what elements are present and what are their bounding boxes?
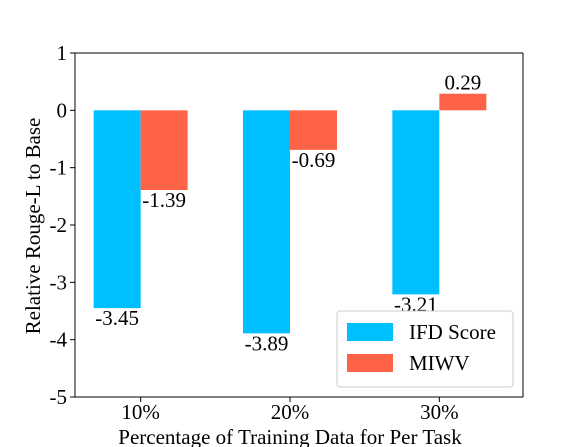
y-tick-label: -2 (50, 213, 68, 237)
data-label: -1.39 (142, 188, 186, 212)
y-tick-label: 1 (57, 41, 68, 65)
legend: IFD Score MIWV (336, 310, 514, 388)
legend-label: IFD Score (409, 320, 496, 344)
bar-ifd-score-30pct (392, 110, 440, 295)
x-axis-label: Percentage of Training Data for Per Task (118, 425, 462, 447)
legend-swatch (347, 323, 393, 341)
bar-miwv-20pct (290, 110, 337, 150)
data-label: 0.29 (444, 71, 481, 95)
x-tick-label: 30% (420, 400, 459, 424)
bar-miwv-30pct (439, 93, 487, 111)
data-label: -0.69 (292, 148, 336, 172)
x-tick-label: 10% (121, 400, 160, 424)
bars-group (93, 93, 487, 334)
legend-swatch (347, 354, 393, 372)
bar-ifd-score-20pct (243, 110, 290, 334)
y-tick-label: -5 (50, 385, 68, 409)
y-tick-label: -3 (50, 270, 68, 294)
axes-group: 1 0 -1 -2 -3 -4 -5 10% 20% 30% (50, 41, 524, 424)
y-axis-label: Relative Rouge-L to Base (21, 118, 45, 335)
y-tick-label: -1 (50, 156, 68, 180)
bar-miwv-10pct (140, 110, 188, 191)
x-tick-label: 20% (271, 400, 310, 424)
legend-label: MIWV (409, 351, 470, 375)
bar-ifd-score-10pct (93, 110, 141, 309)
data-label: -3.89 (245, 331, 289, 355)
y-tick-label: -4 (50, 328, 68, 352)
y-tick-label: 0 (57, 98, 68, 122)
data-label: -3.45 (95, 306, 139, 330)
